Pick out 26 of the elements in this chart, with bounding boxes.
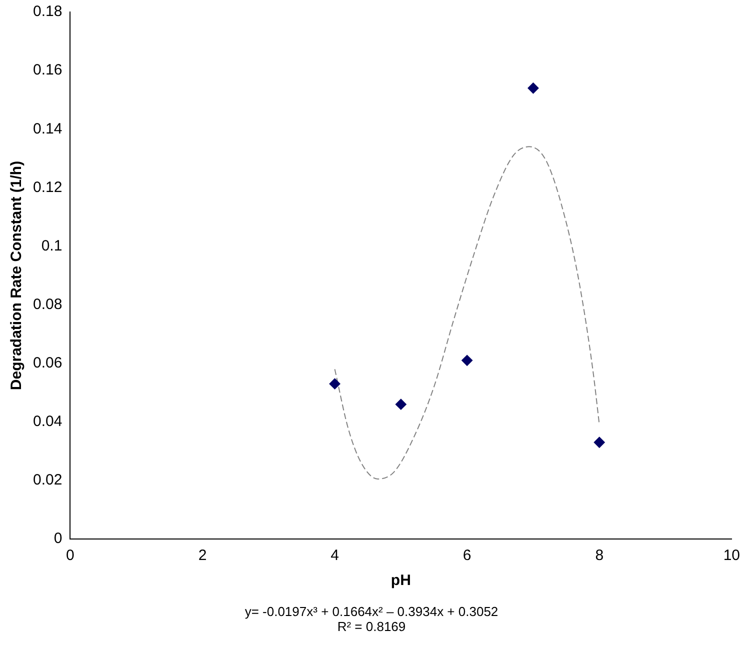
point [395, 398, 406, 410]
y-tick-label: 0.16 [32, 62, 62, 79]
y-tick-label: 0.12 [32, 178, 62, 196]
line-series [334, 146, 600, 480]
y-tick-label: 0 [54, 530, 62, 548]
x-tick-label: 0 [66, 547, 74, 564]
x-tick-label: 6 [462, 547, 472, 564]
x-tick-label: 2 [198, 547, 207, 564]
x-tick-label: 8 [595, 547, 604, 564]
y-axis-title: Degradation Rate Constant (1/h) [8, 160, 26, 390]
point [329, 378, 340, 390]
x-axis-title: pH [390, 572, 411, 590]
y-tick-label: 0.14 [32, 120, 62, 138]
text: R² = 0.8169 [336, 619, 407, 634]
point [462, 354, 473, 366]
y-tick-label: 0.1 [41, 237, 62, 254]
x-tick-label: 4 [330, 547, 339, 564]
point [528, 82, 539, 94]
text: y= -0.0197x³ + 0.1664x² – 0.3934x + 0.3052 [244, 604, 500, 619]
y-tick-label: 0.06 [32, 354, 62, 372]
x-tick-label: 10 [723, 547, 740, 564]
y-tick-label: 0.18 [32, 3, 62, 20]
point [594, 436, 605, 448]
y-tick-label: 0.04 [32, 413, 62, 430]
y-tick-label: 0.02 [32, 472, 62, 489]
y-tick-label: 0.08 [32, 296, 62, 313]
